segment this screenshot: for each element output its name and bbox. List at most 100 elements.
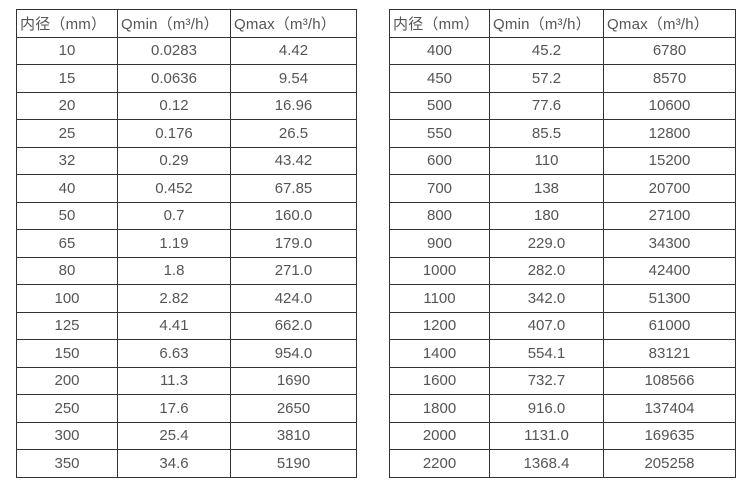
table-cell: 10 bbox=[16, 36, 118, 65]
table-cell: 0.176 bbox=[117, 119, 231, 148]
table-cell: 85.5 bbox=[489, 119, 604, 148]
column-header: Qmin（m³/h） bbox=[489, 9, 604, 38]
table-cell: 250 bbox=[16, 394, 118, 423]
table-cell: 205258 bbox=[603, 449, 736, 478]
table-cell: 300 bbox=[16, 421, 118, 450]
table-body: 10 0.0283 4.42 15 0.0636 9.54 20 0.12 16.96 25 0.1… bbox=[16, 36, 357, 478]
table-row: 1400 554.1 83121 bbox=[389, 339, 736, 368]
table-cell: 25 bbox=[16, 119, 118, 148]
table-cell: 900 bbox=[389, 229, 490, 258]
table-cell: 51300 bbox=[603, 284, 736, 313]
table-cell: 4.42 bbox=[230, 36, 357, 65]
table-row: 600 110 15200 bbox=[389, 146, 736, 175]
table-cell: 34300 bbox=[603, 229, 736, 258]
table-cell: 16.96 bbox=[230, 91, 357, 120]
table-cell: 20 bbox=[16, 91, 118, 120]
table-cell: 2000 bbox=[389, 421, 490, 450]
table-row: 300 25.4 3810 bbox=[16, 421, 357, 450]
table-row: 40 0.452 67.85 bbox=[16, 174, 357, 203]
table-cell: 77.6 bbox=[489, 91, 604, 120]
flow-spec-table-right: 内径（mm） Qmin（m³/h） Qmax（m³/h） 400 45.2 6780 45… bbox=[389, 9, 736, 478]
table-cell: 169635 bbox=[603, 421, 736, 450]
table-cell: 11.3 bbox=[117, 366, 231, 395]
table-cell: 407.0 bbox=[489, 311, 604, 340]
table-cell: 916.0 bbox=[489, 394, 604, 423]
table-cell: 80 bbox=[16, 256, 118, 285]
table-cell: 662.0 bbox=[230, 311, 357, 340]
column-header: 内径（mm） bbox=[389, 9, 490, 38]
table-cell: 12800 bbox=[603, 119, 736, 148]
table-cell: 50 bbox=[16, 201, 118, 230]
table-row: 50 0.7 160.0 bbox=[16, 201, 357, 230]
table-cell: 1800 bbox=[389, 394, 490, 423]
table-cell: 0.7 bbox=[117, 201, 231, 230]
table-cell: 400 bbox=[389, 36, 490, 65]
table-row: 1800 916.0 137404 bbox=[389, 394, 736, 423]
table-cell: 180 bbox=[489, 201, 604, 230]
table-cell: 1131.0 bbox=[489, 421, 604, 450]
table-cell: 282.0 bbox=[489, 256, 604, 285]
table-cell: 1600 bbox=[389, 366, 490, 395]
table-cell: 424.0 bbox=[230, 284, 357, 313]
table-row: 500 77.6 10600 bbox=[389, 91, 736, 120]
table-cell: 15200 bbox=[603, 146, 736, 175]
table-cell: 10600 bbox=[603, 91, 736, 120]
table-cell: 20700 bbox=[603, 174, 736, 203]
table-cell: 137404 bbox=[603, 394, 736, 423]
table-cell: 32 bbox=[16, 146, 118, 175]
table-row: 20 0.12 16.96 bbox=[16, 91, 357, 120]
table-row: 65 1.19 179.0 bbox=[16, 229, 357, 258]
table-row: 900 229.0 34300 bbox=[389, 229, 736, 258]
table-header-row: 内径（mm） Qmin（m³/h） Qmax（m³/h） bbox=[389, 9, 736, 38]
table-cell: 800 bbox=[389, 201, 490, 230]
table-cell: 125 bbox=[16, 311, 118, 340]
table-row: 25 0.176 26.5 bbox=[16, 119, 357, 148]
table-cell: 554.1 bbox=[489, 339, 604, 368]
table-cell: 43.42 bbox=[230, 146, 357, 175]
table-cell: 0.0283 bbox=[117, 36, 231, 65]
table-cell: 108566 bbox=[603, 366, 736, 395]
table-cell: 700 bbox=[389, 174, 490, 203]
table-cell: 732.7 bbox=[489, 366, 604, 395]
table-cell: 1.19 bbox=[117, 229, 231, 258]
table-cell: 17.6 bbox=[117, 394, 231, 423]
table-cell: 2650 bbox=[230, 394, 357, 423]
table-cell: 0.12 bbox=[117, 91, 231, 120]
table-row: 1600 732.7 108566 bbox=[389, 366, 736, 395]
table-cell: 1200 bbox=[389, 311, 490, 340]
table-row: 700 138 20700 bbox=[389, 174, 736, 203]
table-cell: 2200 bbox=[389, 449, 490, 478]
table-row: 1000 282.0 42400 bbox=[389, 256, 736, 285]
table-cell: 65 bbox=[16, 229, 118, 258]
column-header: 内径（mm） bbox=[16, 9, 118, 38]
table-cell: 1.8 bbox=[117, 256, 231, 285]
table-cell: 26.5 bbox=[230, 119, 357, 148]
table-cell: 4.41 bbox=[117, 311, 231, 340]
flow-spec-table-left: 内径（mm） Qmin（m³/h） Qmax（m³/h） 10 0.0283 4.42 1… bbox=[16, 9, 357, 478]
table-row: 550 85.5 12800 bbox=[389, 119, 736, 148]
table-cell: 40 bbox=[16, 174, 118, 203]
column-header: Qmin（m³/h） bbox=[117, 9, 231, 38]
table-cell: 271.0 bbox=[230, 256, 357, 285]
table-cell: 67.85 bbox=[230, 174, 357, 203]
table-row: 200 11.3 1690 bbox=[16, 366, 357, 395]
table-row: 2200 1368.4 205258 bbox=[389, 449, 736, 478]
table-cell: 550 bbox=[389, 119, 490, 148]
table-cell: 6780 bbox=[603, 36, 736, 65]
table-cell: 350 bbox=[16, 449, 118, 478]
table-cell: 179.0 bbox=[230, 229, 357, 258]
table-cell: 3810 bbox=[230, 421, 357, 450]
table-cell: 954.0 bbox=[230, 339, 357, 368]
table-row: 350 34.6 5190 bbox=[16, 449, 357, 478]
table-cell: 6.63 bbox=[117, 339, 231, 368]
table-cell: 1368.4 bbox=[489, 449, 604, 478]
table-row: 1200 407.0 61000 bbox=[389, 311, 736, 340]
table-cell: 34.6 bbox=[117, 449, 231, 478]
table-cell: 342.0 bbox=[489, 284, 604, 313]
table-cell: 450 bbox=[389, 64, 490, 93]
table-cell: 1400 bbox=[389, 339, 490, 368]
table-cell: 600 bbox=[389, 146, 490, 175]
table-row: 2000 1131.0 169635 bbox=[389, 421, 736, 450]
table-cell: 200 bbox=[16, 366, 118, 395]
table-cell: 1690 bbox=[230, 366, 357, 395]
